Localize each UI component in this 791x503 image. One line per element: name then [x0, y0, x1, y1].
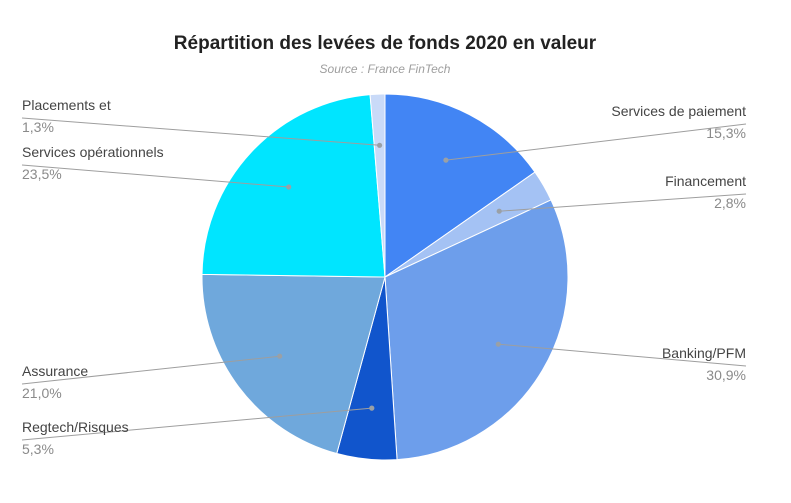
- slice-labels: Services de paiement 15,3% Financement 2,8%…: [22, 97, 746, 457]
- pie-slices: [201, 93, 569, 461]
- slice-label-regtech-risques: Regtech/Risques: [22, 419, 129, 435]
- leader-line-banking-pfm: [498, 343, 747, 367]
- chart-title: Répartition des levées de fonds 2020 en …: [174, 33, 597, 54]
- slice-label-financement: Financement: [665, 173, 746, 189]
- slice-label-services-de-paiement: Services de paiement: [611, 103, 746, 119]
- slice-value-banking-pfm: 30,9%: [706, 367, 746, 383]
- leader-lines: [21, 117, 747, 441]
- leader-line-assurance: [21, 355, 280, 385]
- leader-dot-banking-pfm: [495, 341, 501, 347]
- slice-value-placements-et: 1,3%: [22, 119, 54, 135]
- slice-label-banking-pfm: Banking/PFM: [662, 345, 746, 361]
- slice-label-placements-et: Placements et: [22, 97, 111, 113]
- leader-dot-assurance: [277, 353, 283, 359]
- leader-dot-services-operationnels: [286, 184, 292, 190]
- leader-line-services-operationnels: [21, 164, 289, 188]
- pie-slice-placements-et: [369, 93, 386, 278]
- leader-line-regtech-risques: [21, 407, 372, 441]
- pie-slice-services-operationnels: [201, 94, 386, 278]
- slice-label-assurance: Assurance: [22, 363, 88, 379]
- slice-label-services-operationnels: Services opérationnels: [22, 144, 164, 160]
- slice-value-services-operationnels: 23,5%: [22, 166, 62, 182]
- pie-slice-services-de-paiement: [384, 93, 536, 278]
- slice-value-regtech-risques: 5,3%: [22, 441, 54, 457]
- slice-value-assurance: 21,0%: [22, 385, 62, 401]
- leader-dot-placements-et: [377, 142, 383, 148]
- leader-line-services-de-paiement: [445, 123, 747, 161]
- chart-subtitle: Source : France FinTech: [320, 62, 451, 76]
- leader-dot-services-de-paiement: [443, 157, 449, 163]
- leader-line-placements-et: [21, 117, 380, 146]
- pie-slice-assurance: [201, 273, 386, 455]
- slice-value-services-de-paiement: 15,3%: [706, 125, 746, 141]
- leader-dot-regtech-risques: [369, 405, 375, 411]
- leader-line-financement: [499, 193, 747, 212]
- pie-slice-banking-pfm: [384, 199, 569, 461]
- slice-value-financement: 2,8%: [714, 195, 746, 211]
- leader-dot-financement: [496, 208, 502, 214]
